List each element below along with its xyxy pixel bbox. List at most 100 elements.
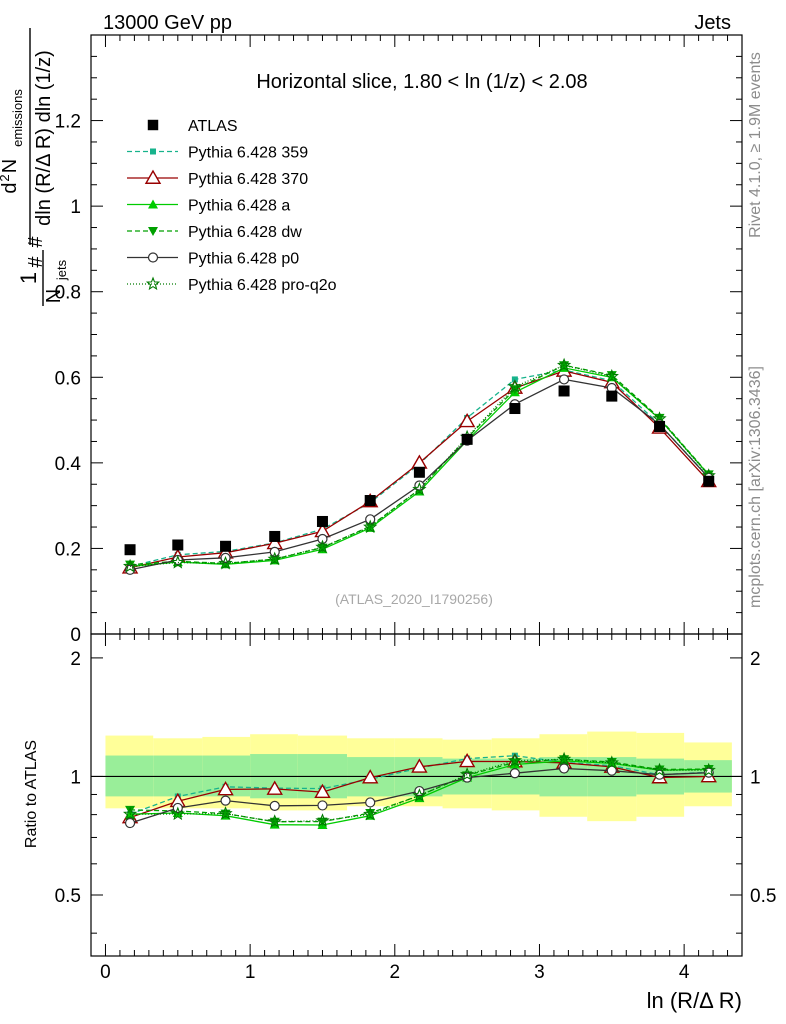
ratio-point-1 (362, 769, 379, 784)
analysis-id: (ATLAS_2020_I1790256) (335, 591, 493, 607)
legend-marker (148, 227, 158, 236)
ylabel-frac1-den: N (43, 289, 65, 303)
ylabel-frac2-num-sup: 2 (0, 174, 12, 181)
ratio-point-4 (220, 795, 231, 806)
y-tick-label: 0.2 (55, 539, 81, 560)
atlas-data-point (558, 385, 570, 397)
legend-label: Pythia 6.428 370 (188, 171, 308, 188)
ratio-line-5 (130, 758, 709, 823)
x-axis-label: ln (R/Δ R) (647, 988, 742, 1013)
ylabel-frac2-den: dln (R/Δ R) dln (1/z) (33, 50, 55, 226)
x-tick-label: 2 (390, 962, 401, 983)
ratio-y-tick-label: 0.5 (55, 886, 81, 907)
ratio-point-4 (365, 797, 376, 808)
legend-marker (145, 276, 161, 291)
legend-entry: Pythia 6.428 dw (127, 224, 302, 241)
ratio-point-5 (315, 813, 330, 827)
rivet-version-label: Rivet 4.1.0, ≥ 1.9M events (747, 52, 764, 238)
series-point-5 (507, 379, 523, 393)
ylabel-frac2-num-sub: emissions (10, 89, 25, 147)
series-point-3 (317, 543, 328, 553)
ylabel-frac1-num: 1 (16, 272, 41, 284)
ratio-point-1 (411, 758, 428, 773)
ratio-frame (90, 633, 743, 957)
atlas-data-point (172, 539, 184, 551)
ratio-y-tick-label-right: 2 (750, 649, 761, 670)
ratio-point-5 (556, 751, 572, 766)
series-point-3 (606, 371, 617, 381)
atlas-data-point (654, 420, 666, 432)
y-tick-label: 0.6 (55, 368, 81, 389)
ratio-axes: 0 1 2 3 4 0.5 0.5 1 1 2 2 (55, 633, 776, 983)
ylabel-hash-bottom: # (25, 236, 47, 248)
y-tick-label: 0.8 (55, 283, 81, 304)
ratio-y-tick-label-right: 1 (750, 767, 761, 788)
legend-marker (144, 169, 162, 184)
series-point-4 (317, 533, 328, 545)
legend-label: Pythia 6.428 p0 (188, 251, 299, 268)
x-tick-label: 3 (534, 962, 545, 983)
x-tick-label: 4 (679, 962, 690, 983)
legend-marker-atlas (147, 119, 159, 131)
legend-marker (150, 148, 156, 155)
legend-label: Pythia 6.428 a (188, 198, 290, 215)
ratio-point-4 (509, 768, 520, 779)
ratio-point-3 (365, 808, 376, 818)
process-label: Jets (694, 12, 731, 34)
series-point-5 (170, 554, 185, 569)
legend-marker (148, 199, 158, 209)
x-tick-label: 1 (245, 962, 256, 983)
ratio-point-4 (124, 817, 136, 829)
atlas-data-point (703, 475, 715, 487)
atlas-data-point (606, 390, 618, 402)
ratio-point-5 (218, 806, 233, 820)
atlas-data-point (461, 433, 473, 445)
series-point-5 (363, 519, 378, 534)
atlas-data-point (364, 495, 376, 507)
ratio-point-5 (507, 753, 523, 767)
ratio-point-4 (269, 800, 280, 811)
main-axes: 0 0.2 0.4 0.6 0.8 1 1.2 (55, 34, 743, 646)
legend-label: Pythia 6.428 pro-q2o (188, 277, 337, 294)
ratio-point-5 (122, 806, 138, 821)
x-tick-label: 0 (100, 962, 111, 983)
atlas-data-point (413, 466, 425, 478)
y-tick-label: 1.2 (55, 112, 81, 133)
atlas-data-point (124, 544, 136, 556)
ylabel-hash-top: # (25, 256, 47, 268)
legend: ATLAS Pythia 6.428 359 Pythia 6.428 370 Pyt… (127, 118, 337, 294)
ratio-point-5 (412, 788, 427, 802)
legend-label: Pythia 6.428 359 (188, 145, 308, 162)
ratio-series-layer (121, 751, 717, 830)
ylabel-frac1-den-sub: jets (54, 259, 69, 281)
series-point-5 (218, 555, 233, 570)
ratio-point-5 (459, 767, 475, 781)
ratio-point-4 (317, 800, 328, 811)
ratio-y-axis-label: Ratio to ATLAS (23, 740, 40, 848)
series-point-5 (267, 551, 282, 566)
series-point-1 (411, 454, 428, 469)
mcplots-label: mcplots.cern.ch [arXiv:1306.3436] (747, 366, 764, 608)
plot-title: Horizontal slice, 1.80 < ln (1/z) < 2.08 (256, 71, 587, 93)
main-y-axis-label: # 1 N jets # d 2 N emissions dln (R/Δ R)… (0, 28, 69, 306)
series-point-5 (556, 357, 572, 372)
ratio-point-1 (266, 780, 283, 795)
ratio-point-5 (267, 814, 282, 828)
legend-entry-atlas: ATLAS (147, 118, 238, 135)
atlas-data-point (220, 540, 232, 552)
y-tick-label: 0.4 (55, 454, 82, 475)
data-points-layer (124, 385, 715, 556)
legend-entry: Pythia 6.428 359 (127, 145, 308, 162)
ratio-point-4 (558, 763, 570, 774)
ratio-y-tick-label-right: 0.5 (750, 886, 776, 907)
atlas-data-point (316, 515, 328, 527)
series-point-5 (122, 558, 138, 573)
series-point-5 (412, 481, 427, 496)
ratio-point-5 (604, 755, 619, 769)
y-tick-label: 1 (70, 197, 81, 218)
series-point-5 (604, 368, 619, 383)
ratio-point-1 (314, 783, 331, 799)
atlas-data-point (269, 530, 281, 542)
ratio-point-3 (125, 805, 136, 815)
